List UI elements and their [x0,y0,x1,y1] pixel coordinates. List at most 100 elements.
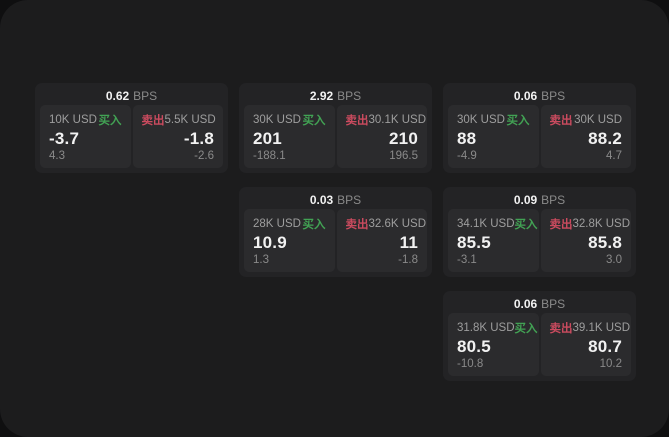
bps-value: 0.06 [513,297,538,311]
sell-size: 39.1K USD [572,322,631,334]
buy-size: 30K USD [253,114,301,126]
sell-size: 32.6K USD [368,218,427,230]
quote-card: 0.09 BPS 34.1K USD 买入 85.5 -3.1 卖出 32.8K… [443,187,636,277]
buy-size: 10K USD [49,114,97,126]
buy-label: 买入 [514,323,538,335]
bps-value: 0.03 [309,193,334,207]
quote-card: 2.92 BPS 30K USD 买入 201 -188.1 卖出 30.1K … [239,83,432,173]
buy-price: 201 [253,129,282,149]
sell-tile-top: 卖出 32.8K USD [549,216,631,232]
buy-size: 30K USD [457,114,505,126]
buy-price: -3.7 [49,129,80,149]
sell-label: 卖出 [549,219,573,231]
buy-price: 80.5 [457,337,491,357]
sell-price: 11 [399,233,418,253]
sell-price: 88.2 [588,129,622,149]
buy-size: 28K USD [253,218,301,230]
quote-tiles: 28K USD 买入 10.9 1.3 卖出 32.6K USD 11 -1.8 [244,209,427,272]
buy-price: 10.9 [253,233,287,253]
bps-unit-label: BPS [337,193,362,207]
sell-size: 30K USD [574,114,622,126]
sell-size: 30.1K USD [368,114,427,126]
buy-label: 买入 [98,115,122,127]
bps-unit-label: BPS [541,297,566,311]
bps-value: 0.09 [513,193,538,207]
buy-delta: -3.1 [457,254,477,266]
sell-tile-top: 卖出 30K USD [550,112,623,128]
bps-header: 0.06 BPS [448,88,631,105]
buy-delta: -10.8 [457,358,484,370]
buy-tile[interactable]: 31.8K USD 买入 80.5 -10.8 [448,313,539,376]
sell-price: -1.8 [183,129,214,149]
buy-tile[interactable]: 34.1K USD 买入 85.5 -3.1 [448,209,539,272]
buy-size: 34.1K USD [457,218,515,230]
sell-label: 卖出 [549,115,573,127]
buy-tile-top: 34.1K USD 买入 [457,216,538,232]
buy-tile[interactable]: 28K USD 买入 10.9 1.3 [244,209,335,272]
sell-price: 85.8 [588,233,622,253]
bps-value: 0.62 [105,89,130,103]
sell-tile[interactable]: 卖出 30K USD 88.2 4.7 [540,105,631,168]
bps-header: 0.62 BPS [40,88,223,105]
quote-card: 0.62 BPS 10K USD 买入 -3.7 4.3 卖出 5.5K USD [35,83,228,173]
buy-price: 85.5 [457,233,491,253]
quote-card: 0.06 BPS 31.8K USD 买入 80.5 -10.8 卖出 39.1… [443,291,636,381]
sell-delta: 4.7 [606,150,622,162]
sell-tile-top: 卖出 30.1K USD [345,112,427,128]
buy-tile[interactable]: 10K USD 买入 -3.7 4.3 [40,105,131,168]
sell-price: 210 [389,129,418,149]
sell-label: 卖出 [345,219,369,231]
buy-tile-top: 10K USD 买入 [49,112,122,128]
sell-delta: 3.0 [606,254,622,266]
bps-unit-label: BPS [541,193,566,207]
bps-unit-label: BPS [337,89,362,103]
buy-delta: 1.3 [253,254,269,266]
bps-value: 0.06 [513,89,538,103]
sell-label: 卖出 [549,323,573,335]
buy-size: 31.8K USD [457,322,515,334]
buy-label: 买入 [514,219,538,231]
bps-value: 2.92 [309,89,334,103]
buy-label: 买入 [302,219,326,231]
quote-card-grid: 0.62 BPS 10K USD 买入 -3.7 4.3 卖出 5.5K USD [35,83,636,381]
buy-tile-top: 30K USD 买入 [253,112,326,128]
sell-tile-top: 卖出 5.5K USD [141,112,216,128]
buy-tile-top: 30K USD 买入 [457,112,530,128]
quote-tiles: 30K USD 买入 201 -188.1 卖出 30.1K USD 210 1… [244,105,427,168]
buy-tile[interactable]: 30K USD 买入 201 -188.1 [244,105,335,168]
sell-size: 5.5K USD [164,114,216,126]
buy-delta: -4.9 [457,150,477,162]
buy-price: 88 [457,129,477,149]
quote-tiles: 10K USD 买入 -3.7 4.3 卖出 5.5K USD -1.8 -2.… [40,105,223,168]
sell-tile[interactable]: 卖出 32.8K USD 85.8 3.0 [540,209,631,272]
bps-header: 2.92 BPS [244,88,427,105]
sell-label: 卖出 [141,115,165,127]
sell-size: 32.8K USD [572,218,631,230]
quote-card: 0.03 BPS 28K USD 买入 10.9 1.3 卖出 32.6K US… [239,187,432,277]
buy-label: 买入 [506,115,530,127]
quote-tiles: 30K USD 买入 88 -4.9 卖出 30K USD 88.2 4.7 [448,105,631,168]
sell-delta: -1.8 [398,254,418,266]
sell-price: 80.7 [588,337,622,357]
sell-tile[interactable]: 卖出 39.1K USD 80.7 10.2 [540,313,631,376]
sell-tile[interactable]: 卖出 5.5K USD -1.8 -2.6 [132,105,223,168]
bps-header: 0.06 BPS [448,296,631,313]
buy-tile[interactable]: 30K USD 买入 88 -4.9 [448,105,539,168]
sell-label: 卖出 [345,115,369,127]
sell-tile[interactable]: 卖出 32.6K USD 11 -1.8 [336,209,427,272]
bps-header: 0.03 BPS [244,192,427,209]
bps-unit-label: BPS [133,89,158,103]
sell-delta: -2.6 [194,150,214,162]
buy-tile-top: 28K USD 买入 [253,216,326,232]
quote-card: 0.06 BPS 30K USD 买入 88 -4.9 卖出 30K USD [443,83,636,173]
sell-tile[interactable]: 卖出 30.1K USD 210 196.5 [336,105,427,168]
bps-unit-label: BPS [541,89,566,103]
sell-delta: 196.5 [389,150,418,162]
sell-tile-top: 卖出 32.6K USD [345,216,427,232]
quote-tiles: 31.8K USD 买入 80.5 -10.8 卖出 39.1K USD 80.… [448,313,631,376]
bps-header: 0.09 BPS [448,192,631,209]
buy-tile-top: 31.8K USD 买入 [457,320,538,336]
sell-tile-top: 卖出 39.1K USD [549,320,631,336]
buy-delta: 4.3 [49,150,65,162]
